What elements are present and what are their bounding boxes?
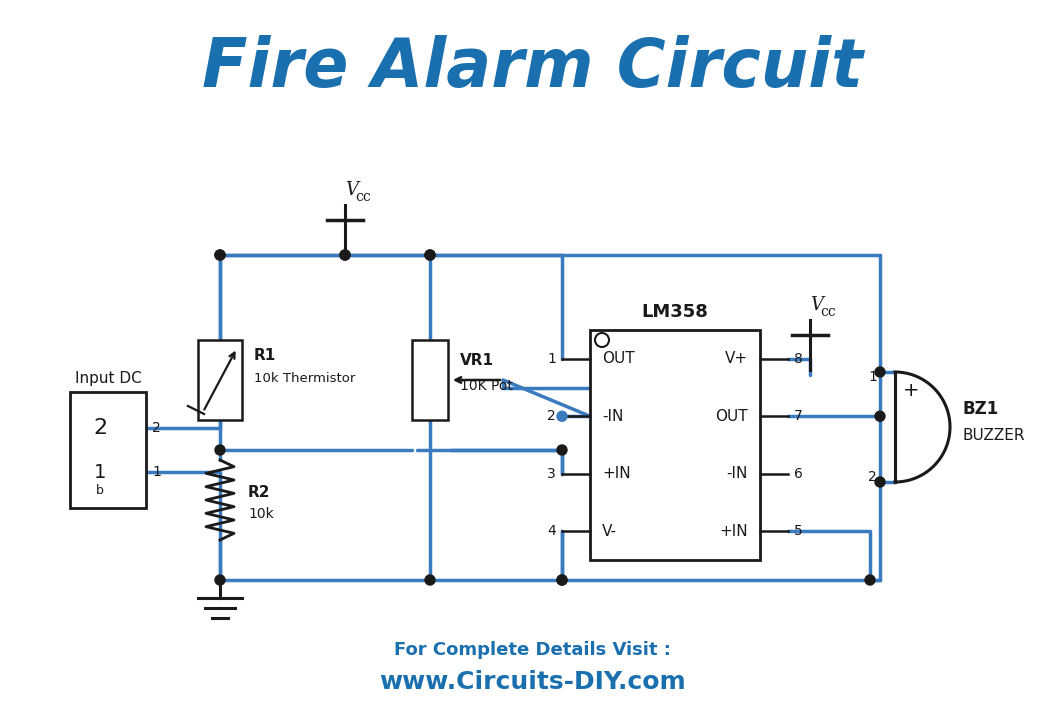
Circle shape xyxy=(875,411,885,421)
Circle shape xyxy=(556,575,567,585)
Text: 1: 1 xyxy=(152,465,161,479)
Text: Fire Alarm Circuit: Fire Alarm Circuit xyxy=(201,35,863,101)
Circle shape xyxy=(556,411,567,421)
Text: V+: V+ xyxy=(725,351,748,366)
Circle shape xyxy=(425,250,435,260)
Circle shape xyxy=(215,445,225,455)
Text: 10k Thermistor: 10k Thermistor xyxy=(254,372,355,384)
Text: 6: 6 xyxy=(794,467,803,481)
Text: 2: 2 xyxy=(152,421,161,435)
Text: BZ1: BZ1 xyxy=(962,400,998,418)
Text: 4: 4 xyxy=(547,524,556,539)
Text: +IN: +IN xyxy=(602,467,631,481)
Text: b: b xyxy=(96,484,104,497)
Text: +: + xyxy=(903,380,919,400)
Circle shape xyxy=(425,575,435,585)
Text: 2: 2 xyxy=(93,418,107,438)
Bar xyxy=(198,340,242,420)
Circle shape xyxy=(865,575,875,585)
Bar xyxy=(591,330,760,560)
Text: OUT: OUT xyxy=(602,351,634,366)
Text: 5: 5 xyxy=(794,524,802,539)
Text: 10k: 10k xyxy=(248,507,273,521)
Circle shape xyxy=(875,367,885,377)
Text: cc: cc xyxy=(355,190,370,204)
Text: www.Circuits-DIY.com: www.Circuits-DIY.com xyxy=(379,670,685,694)
Text: VR1: VR1 xyxy=(460,353,494,367)
Circle shape xyxy=(340,250,350,260)
Text: 3: 3 xyxy=(547,467,556,481)
Text: LM358: LM358 xyxy=(642,303,709,321)
Circle shape xyxy=(556,445,567,455)
Text: 1: 1 xyxy=(547,352,556,366)
Bar xyxy=(70,392,146,508)
Text: V: V xyxy=(345,181,358,199)
Circle shape xyxy=(215,250,225,260)
Text: 1: 1 xyxy=(868,370,877,384)
Text: 10K Pot: 10K Pot xyxy=(460,379,513,393)
Text: 2: 2 xyxy=(868,470,877,484)
Text: cc: cc xyxy=(820,305,835,319)
Bar xyxy=(412,340,448,420)
Circle shape xyxy=(425,250,435,260)
Circle shape xyxy=(556,575,567,585)
Text: 8: 8 xyxy=(794,352,803,366)
Text: -IN: -IN xyxy=(602,409,624,424)
Circle shape xyxy=(215,575,225,585)
Text: BUZZER: BUZZER xyxy=(962,428,1025,443)
Circle shape xyxy=(595,333,609,347)
Text: +IN: +IN xyxy=(719,523,748,539)
Text: 1: 1 xyxy=(94,462,106,482)
Text: R1: R1 xyxy=(254,348,277,362)
Circle shape xyxy=(340,250,350,260)
Text: V-: V- xyxy=(602,523,617,539)
Text: For Complete Details Visit :: For Complete Details Visit : xyxy=(394,641,670,659)
Circle shape xyxy=(875,477,885,487)
Text: 2: 2 xyxy=(547,409,556,423)
Text: -IN: -IN xyxy=(727,467,748,481)
Circle shape xyxy=(215,250,225,260)
Text: Input DC: Input DC xyxy=(74,371,142,385)
Text: 7: 7 xyxy=(794,409,802,423)
Text: OUT: OUT xyxy=(715,409,748,424)
Text: R2: R2 xyxy=(248,485,270,500)
Text: V: V xyxy=(810,296,822,314)
